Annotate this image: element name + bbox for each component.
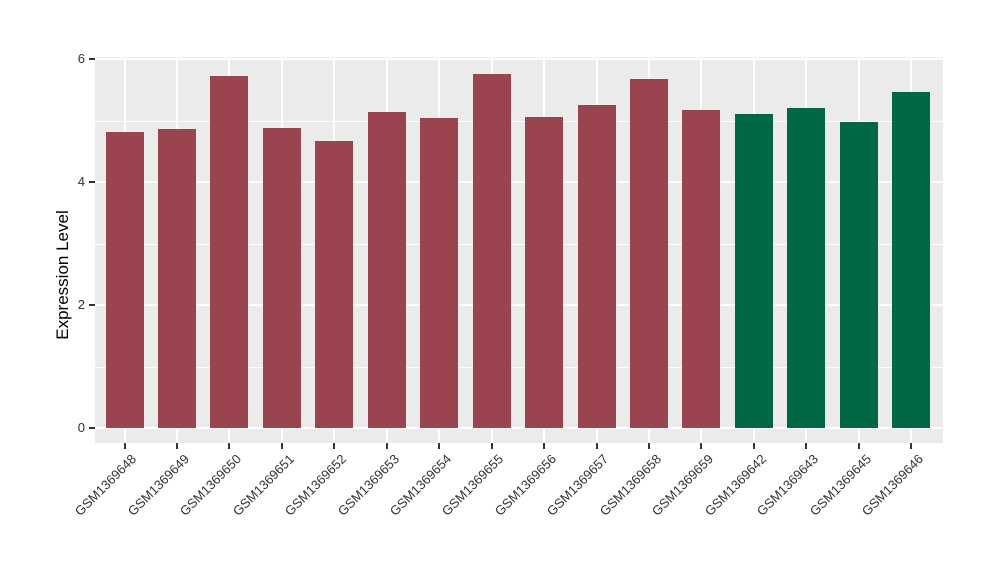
expression-bar-GSM1369658 xyxy=(630,78,668,428)
expression-bar-GSM1369651 xyxy=(262,127,301,428)
x-tick-mark xyxy=(438,443,441,449)
x-tick-mark xyxy=(175,443,178,449)
x-tick-mark xyxy=(333,443,336,449)
expression-bar-GSM1369646 xyxy=(892,92,931,428)
expression-bar-GSM1369655 xyxy=(472,73,511,428)
plot-panel xyxy=(95,57,943,443)
expression-bar-GSM1369648 xyxy=(105,132,144,428)
y-major-gridline xyxy=(95,181,943,183)
expression-bar-GSM1369645 xyxy=(839,122,878,428)
expression-bar-GSM1369642 xyxy=(734,113,773,428)
y-tick-label: 0 xyxy=(77,420,85,436)
expression-bar-GSM1369659 xyxy=(682,110,721,428)
x-tick-mark xyxy=(805,443,808,449)
y-tick-mark xyxy=(89,181,95,183)
x-tick-mark xyxy=(123,443,126,449)
expression-bar-GSM1369657 xyxy=(577,104,616,428)
x-tick-mark xyxy=(385,443,388,449)
y-major-gridline xyxy=(95,427,943,429)
y-axis-title: Expression Level xyxy=(53,209,72,340)
x-tick-mark xyxy=(700,443,703,449)
expression-bar-GSM1369650 xyxy=(210,75,249,428)
y-minor-gridline xyxy=(95,243,943,245)
x-tick-mark xyxy=(228,443,231,449)
x-tick-mark xyxy=(648,443,650,449)
expression-bar-GSM1369643 xyxy=(787,107,826,428)
y-tick-label: 2 xyxy=(77,297,85,313)
y-minor-gridline xyxy=(95,120,943,122)
y-tick-mark xyxy=(89,304,95,306)
expression-bar-GSM1369649 xyxy=(157,129,196,428)
y-tick-mark xyxy=(89,427,95,429)
x-tick-mark xyxy=(752,443,755,449)
expression-bar-GSM1369653 xyxy=(367,111,406,428)
y-tick-label: 6 xyxy=(77,51,85,67)
x-tick-mark xyxy=(280,443,283,449)
y-tick-mark xyxy=(89,58,95,60)
expression-bar-GSM1369656 xyxy=(525,116,564,428)
y-minor-gridline xyxy=(95,366,943,368)
expression-bar-GSM1369654 xyxy=(420,118,459,428)
y-major-gridline xyxy=(95,58,943,60)
x-tick-mark xyxy=(595,443,598,449)
x-tick-mark xyxy=(857,443,860,449)
x-tick-mark xyxy=(543,443,546,449)
y-tick-label: 4 xyxy=(77,174,85,190)
x-tick-mark xyxy=(910,443,913,449)
x-tick-mark xyxy=(490,443,493,449)
expression-bar-GSM1369652 xyxy=(315,140,354,428)
y-major-gridline xyxy=(95,304,943,306)
